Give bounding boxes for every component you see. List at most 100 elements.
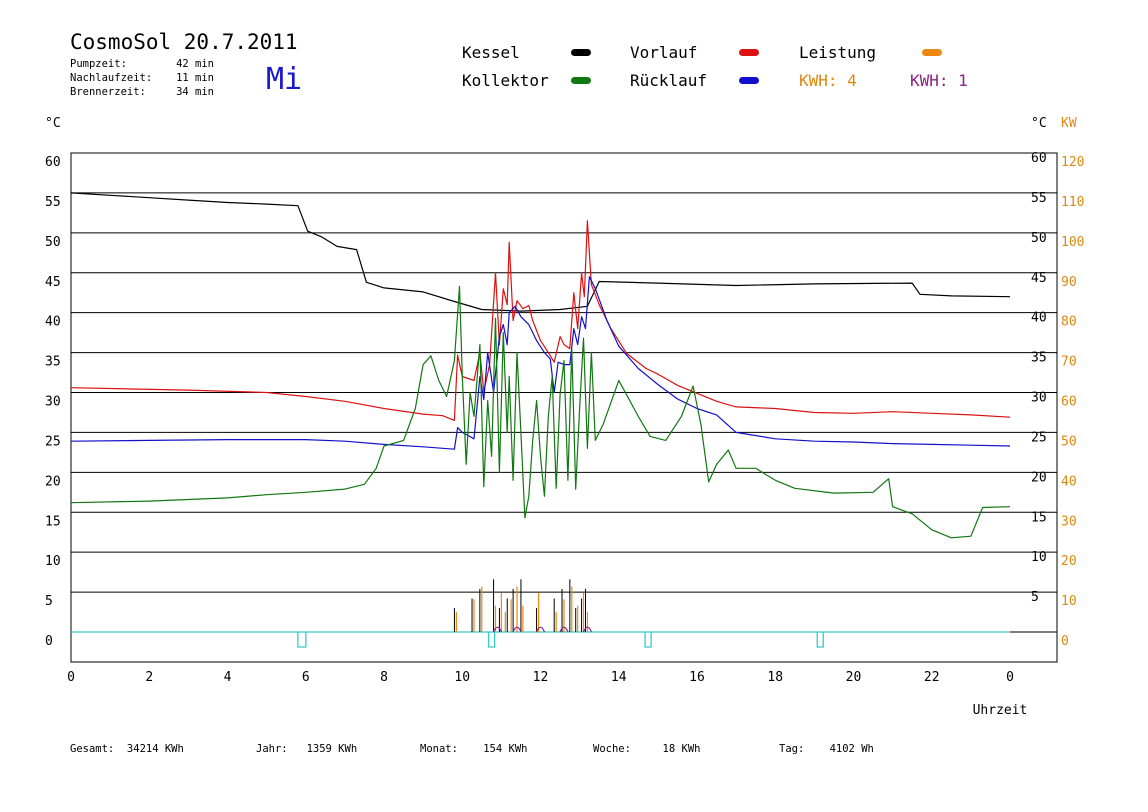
legend-ruecklauf-swatch [739,77,759,84]
y2-tick: 50 [1061,434,1077,449]
info-pumpzeit: Pumpzeit: 42 min [70,58,214,70]
y-tick-left: 25 [45,434,61,449]
y2-tick: 0 [1061,634,1069,649]
y-tick-right: 60 [1031,151,1047,166]
x-tick: 10 [454,670,470,685]
y-tick-right: 10 [1031,550,1047,565]
y2-tick: 40 [1061,474,1077,489]
legend-kollektor-swatch [571,77,591,84]
legend-kessel-swatch [571,49,591,56]
legend-leistung-label: Leistung [799,43,877,62]
x-tick: 22 [924,670,940,685]
footer-tag: Tag: 4102 Wh [779,743,874,755]
y-tick-right: 30 [1031,391,1047,406]
y2-tick: 110 [1061,195,1084,210]
y-tick-left: 50 [45,235,61,250]
plot-frame [70,152,1058,663]
footer-label: Gesamt: [70,743,115,755]
y-tick-right: 50 [1031,231,1047,246]
footer-label: Tag: [779,743,805,755]
y-tick-right: 15 [1031,510,1047,525]
y2-tick: 20 [1061,554,1077,569]
legend-kessel-label: Kessel [462,43,520,62]
x-axis-label: Uhrzeit [973,703,1028,718]
legend-ruecklauf-label: Rücklauf [630,71,708,90]
y-tick-right: 40 [1031,311,1047,326]
pump-marker [487,632,496,648]
info-nachlaufzeit: Nachlaufzeit: 11 min [70,72,214,84]
kwh-bump [582,626,593,633]
y-tick-left: 60 [45,155,61,170]
footer-label: Woche: [593,743,631,755]
x-tick: 0 [67,670,75,685]
y-tick-right: 25 [1031,430,1047,445]
y2-tick: 100 [1061,235,1084,250]
footer-jahr: Jahr: 1359 KWh [256,743,357,755]
y-tick-left: 10 [45,554,61,569]
x-tick: 6 [302,670,310,685]
y-axis-unit-left: °C [45,116,61,131]
x-tick: 4 [224,670,232,685]
footer-value: 4102 Wh [829,743,874,755]
y2-tick: 60 [1061,395,1077,410]
footer-value: 18 KWh [662,743,701,755]
footer-value: 34214 KWh [126,743,184,755]
page-title: CosmoSol 20.7.2011 [70,30,298,54]
y2-tick: 30 [1061,514,1077,529]
info-label: Brennerzeit: [70,86,146,98]
kwh-bump [559,626,569,633]
legend-kwh-boiler: KWH: 1 [910,71,968,90]
info-brennerzeit: Brennerzeit: 34 min [70,86,214,98]
y-tick-right: 55 [1031,191,1047,206]
kwh-bump [492,626,503,633]
y-axis-unit-right: °C [1031,116,1047,131]
footer-monat: Monat: 154 KWh [420,743,528,755]
info-value: 34 min [176,86,214,98]
footer-gesamt: Gesamt: 34214 KWh [70,743,184,755]
y-tick-left: 40 [45,315,61,330]
info-label: Pumpzeit: [70,58,127,70]
pump-marker [297,632,307,648]
kwh-bump [535,626,546,633]
y-tick-left: 15 [45,514,61,529]
series-line-kollektor [70,285,1011,539]
x-tick: 14 [611,670,627,685]
info-value: 11 min [176,72,214,84]
y-tick-right: 20 [1031,470,1047,485]
y2-tick: 90 [1061,275,1077,290]
y-tick-left: 20 [45,474,61,489]
legend-vorlauf-swatch [739,49,759,56]
legend-leistung-swatch [922,49,942,56]
footer-woche: Woche: 18 KWh [593,743,700,755]
series-line-vorlauf [70,220,1011,421]
y-tick-left: 0 [45,634,53,649]
x-tick: 20 [846,670,862,685]
legend-kwh-solar: KWH: 4 [799,71,857,90]
legend-kollektor-label: Kollektor [462,71,549,90]
info-label: Nachlaufzeit: [70,72,153,84]
y-tick-left: 35 [45,355,61,370]
y2-axis-unit: KW [1061,116,1077,131]
y2-tick: 120 [1061,155,1084,170]
x-tick: 12 [533,670,549,685]
y-tick-left: 45 [45,275,61,290]
info-value: 42 min [176,58,214,70]
footer-label: Jahr: [256,743,288,755]
footer-value: 1359 KWh [306,743,358,755]
x-tick: 8 [380,670,388,685]
pump-marker [644,632,652,648]
series-line-kessel [70,192,1011,312]
y-tick-right: 35 [1031,351,1047,366]
y-tick-left: 55 [45,195,61,210]
y-tick-right: 5 [1031,590,1039,605]
footer-value: 154 KWh [483,743,528,755]
y-tick-left: 5 [45,594,53,609]
kwh-bump [512,626,522,633]
weekday-label: Mi [266,62,303,97]
x-tick: 2 [145,670,153,685]
pump-marker [816,632,824,648]
y-tick-right: 45 [1031,271,1047,286]
y-tick-left: 30 [45,395,61,410]
x-tick: 16 [689,670,705,685]
